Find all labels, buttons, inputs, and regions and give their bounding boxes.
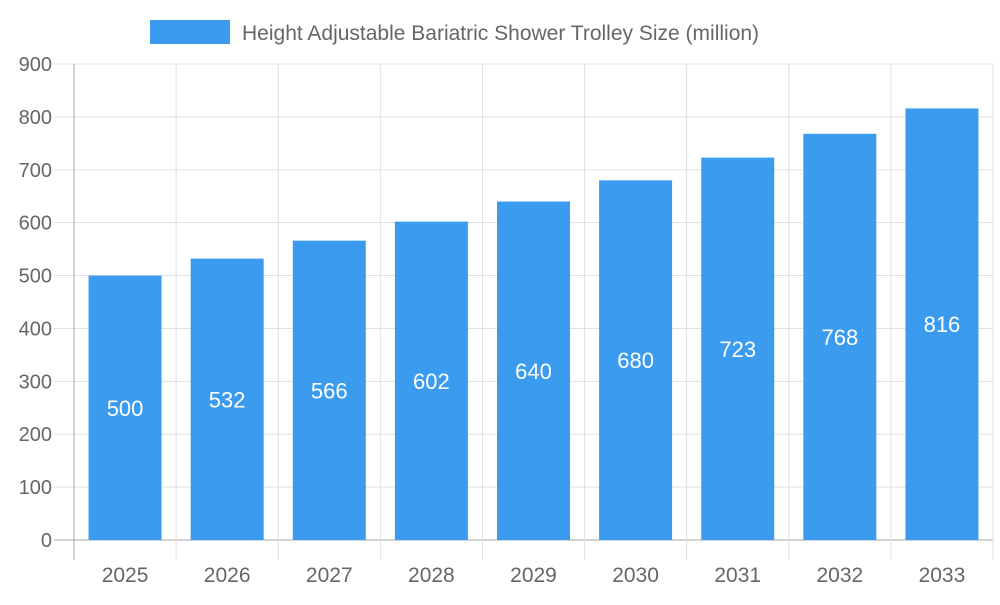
bar-2026[interactable] (190, 258, 264, 540)
x-tick-label: 2029 (510, 564, 557, 587)
data-label: 680 (617, 348, 654, 373)
bar-2031[interactable] (701, 157, 775, 540)
data-label: 723 (719, 337, 756, 362)
x-tick-label: 2026 (204, 564, 251, 587)
bar-2027[interactable] (292, 240, 366, 540)
x-tick-label: 2027 (306, 564, 353, 587)
bar-2033[interactable] (905, 108, 979, 540)
legend[interactable]: Height Adjustable Bariatric Shower Troll… (150, 20, 759, 45)
bar-2030[interactable] (599, 180, 673, 540)
x-tick-label: 2033 (919, 564, 966, 587)
y-tick-label: 0 (41, 530, 52, 552)
y-tick-label: 500 (19, 266, 52, 288)
x-tick-label: 2025 (102, 564, 149, 587)
y-tick-label: 700 (19, 160, 52, 182)
x-tick-label: 2030 (612, 564, 659, 587)
bar-2032[interactable] (803, 133, 877, 540)
data-label: 816 (924, 312, 961, 337)
data-label: 566 (311, 378, 348, 403)
tick-labels: 0 100 200 300 400 500 600 700 800 900 2025 2026 2027… (19, 54, 966, 587)
x-tick-label: 2028 (408, 564, 455, 587)
y-tick-label: 200 (19, 424, 52, 446)
y-tick-label: 300 (19, 371, 52, 393)
x-tick-label: 2032 (816, 564, 863, 587)
bar-2029[interactable] (497, 201, 570, 540)
legend-swatch (150, 20, 230, 44)
data-label: 768 (821, 325, 858, 350)
y-tick-label: 900 (19, 54, 52, 76)
y-tick-label: 100 (19, 477, 52, 499)
y-tick-label: 400 (19, 318, 52, 340)
bar-2025[interactable] (88, 275, 162, 540)
x-tick-label: 2031 (714, 564, 761, 587)
bars: 500 532 566 602 640 680 723 768 816 (88, 108, 979, 540)
legend-label: Height Adjustable Bariatric Shower Troll… (242, 22, 759, 45)
data-label: 640 (515, 359, 552, 384)
data-label: 500 (107, 396, 144, 421)
bar-2028[interactable] (394, 221, 468, 540)
y-tick-label: 800 (19, 107, 52, 129)
y-tick-label: 600 (19, 213, 52, 235)
data-label: 602 (413, 369, 450, 394)
data-label: 532 (209, 387, 246, 412)
